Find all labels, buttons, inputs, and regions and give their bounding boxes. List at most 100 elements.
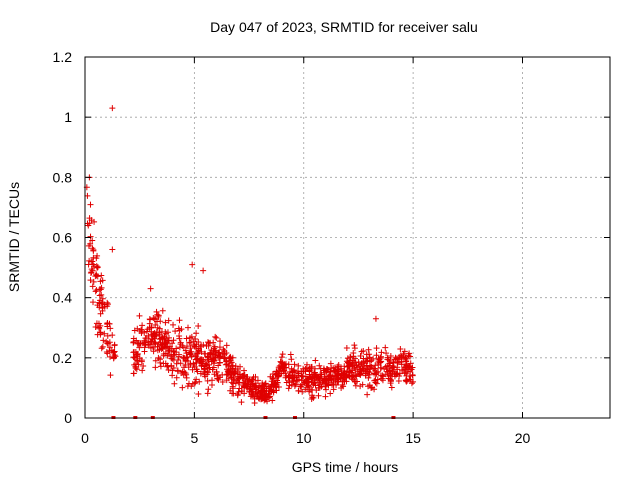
data-point [151, 332, 158, 339]
x-tick-label: 20 [515, 430, 531, 446]
data-point [170, 337, 177, 344]
data-point [273, 387, 280, 394]
data-point [88, 217, 95, 224]
data-point [133, 366, 140, 373]
data-point [153, 328, 160, 335]
data-point [357, 353, 364, 360]
data-point [335, 376, 342, 383]
data-point [294, 377, 301, 384]
data-point [234, 391, 241, 398]
data-point [177, 339, 184, 346]
y-tick-label: 0.4 [53, 290, 73, 306]
data-point [204, 353, 211, 360]
data-point [408, 380, 415, 387]
data-point [223, 360, 230, 367]
data-point [224, 368, 231, 375]
data-point [158, 328, 165, 335]
y-axis-label: SRMTID / TECUs [6, 182, 22, 292]
data-point [328, 376, 335, 383]
data-point [237, 363, 244, 370]
y-axis-ticks: 0 0.2 0.4 0.6 0.8 1 1.2 [53, 49, 610, 426]
data-point [96, 286, 103, 293]
data-point [176, 317, 183, 324]
data-point [87, 277, 94, 284]
data-point [150, 348, 157, 355]
data-point [308, 376, 315, 383]
data-point [161, 339, 168, 346]
data-point [165, 317, 172, 324]
data-point [165, 337, 172, 344]
data-point [250, 381, 257, 388]
data-point [409, 372, 416, 379]
data-point [261, 397, 268, 404]
data-point [138, 357, 145, 364]
data-point [313, 374, 320, 381]
data-point [94, 331, 101, 338]
data-point [291, 361, 298, 368]
data-point [192, 356, 199, 363]
data-point [312, 357, 319, 364]
data-point [320, 377, 327, 384]
data-point [373, 345, 380, 352]
data-point [351, 342, 358, 349]
data-point [131, 327, 138, 334]
grid [85, 57, 610, 418]
data-point [180, 354, 187, 361]
data-point [207, 349, 214, 356]
data-point [390, 358, 397, 365]
data-point [377, 359, 384, 366]
data-point [384, 362, 391, 369]
data-point [352, 372, 359, 379]
data-point [155, 313, 162, 320]
data-point [343, 358, 350, 365]
data-point [133, 352, 140, 359]
data-point [214, 375, 221, 382]
data-point [397, 346, 404, 353]
data-point [176, 344, 183, 351]
data-point [162, 319, 169, 326]
data-point [372, 371, 379, 378]
data-point [98, 345, 105, 352]
data-point [87, 233, 94, 240]
data-point [160, 351, 167, 358]
data-point [183, 374, 190, 381]
data-point [225, 375, 232, 382]
data-point [130, 349, 137, 356]
data-point [279, 351, 286, 358]
data-point [335, 367, 342, 374]
data-point [254, 377, 261, 384]
data-point [211, 371, 218, 378]
data-point [196, 378, 203, 385]
data-point [144, 326, 151, 333]
data-point [109, 246, 116, 253]
data-point [100, 337, 107, 344]
data-point [341, 378, 348, 385]
y-tick-label: 0.8 [53, 169, 73, 185]
data-point [277, 358, 284, 365]
data-point [164, 363, 171, 370]
data-point [93, 272, 100, 279]
data-point [94, 273, 101, 280]
data-point [383, 366, 390, 373]
data-point [223, 342, 230, 349]
data-point [394, 370, 401, 377]
data-point [140, 363, 147, 370]
data-point [90, 299, 97, 306]
data-point [178, 326, 185, 333]
data-point [262, 396, 269, 403]
data-point [301, 378, 308, 385]
data-point [394, 360, 401, 367]
data-point [378, 375, 385, 382]
data-point [153, 308, 160, 315]
data-point [173, 374, 180, 381]
data-point [97, 322, 104, 329]
data-point [306, 388, 313, 395]
data-point [340, 373, 347, 380]
data-point [354, 378, 361, 385]
data-point [168, 363, 175, 370]
data-point [92, 288, 99, 295]
data-point [366, 351, 373, 358]
data-point [238, 388, 245, 395]
data-point [193, 376, 200, 383]
data-point [89, 237, 96, 244]
